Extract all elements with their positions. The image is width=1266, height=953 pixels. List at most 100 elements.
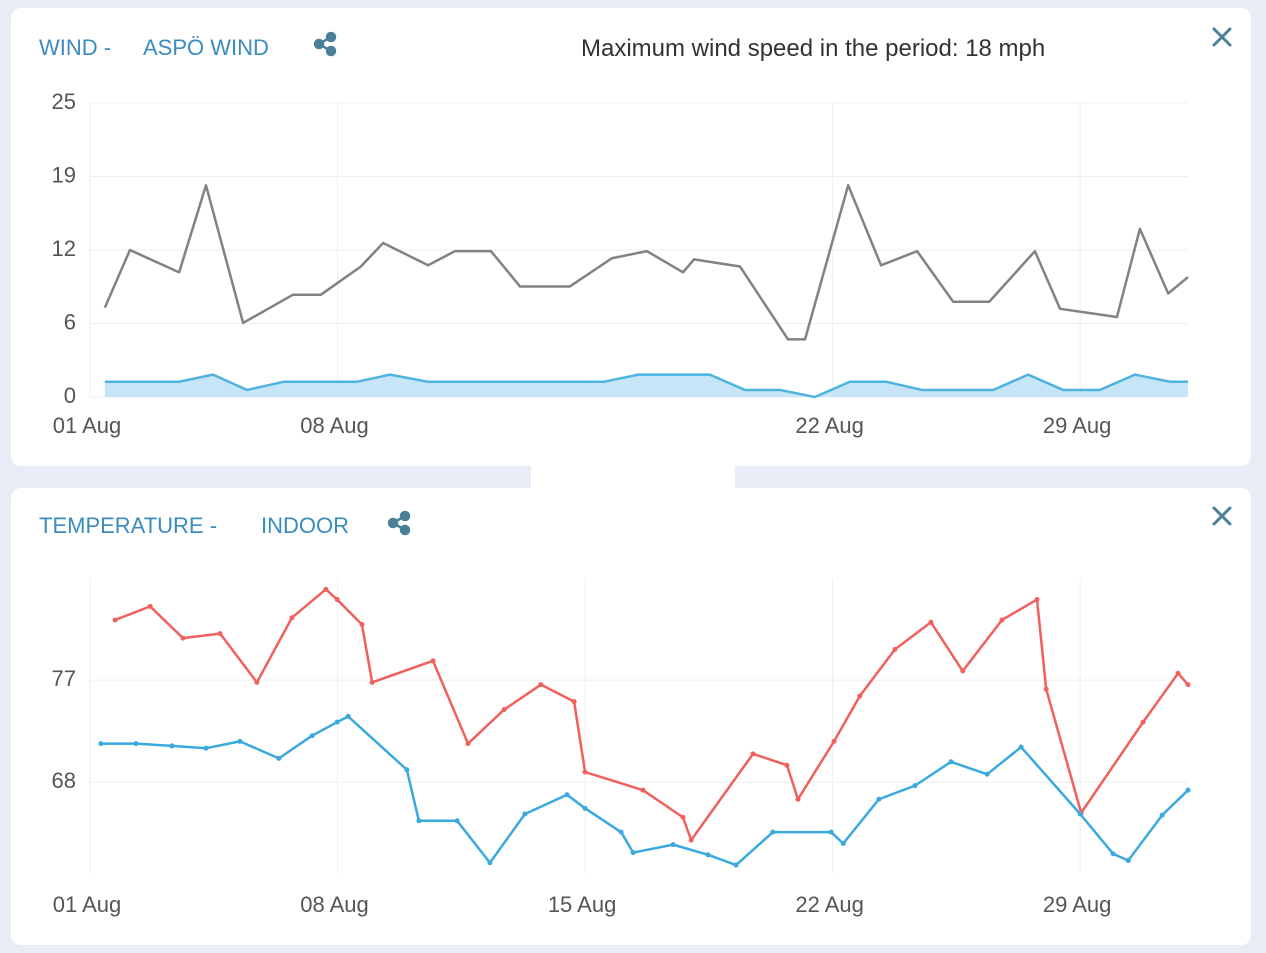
- point: [237, 738, 243, 744]
- x-tick-label: 01 Aug: [53, 413, 122, 438]
- point: [733, 862, 739, 868]
- close-button[interactable]: [1212, 27, 1232, 47]
- share-icon[interactable]: [387, 510, 411, 536]
- device-link[interactable]: INDOOR: [261, 513, 349, 538]
- point: [1175, 670, 1181, 676]
- y-tick-label: 77: [52, 666, 76, 691]
- point: [1185, 787, 1191, 793]
- point: [487, 860, 493, 866]
- temperature-panel: [11, 488, 1251, 945]
- point: [892, 646, 898, 652]
- point: [1018, 744, 1024, 750]
- y-tick-label: 0: [64, 383, 76, 408]
- x-tick-label: 29 Aug: [1043, 892, 1112, 917]
- point: [1159, 812, 1165, 818]
- point: [670, 842, 676, 848]
- point: [640, 787, 646, 793]
- point: [828, 829, 834, 835]
- max-wind-note: Maximum wind speed in the period: 18 mph: [581, 35, 1045, 62]
- point: [254, 679, 260, 685]
- point: [784, 762, 790, 768]
- y-tick-label: 6: [64, 309, 76, 334]
- point: [334, 719, 340, 725]
- panel-title: WIND -: [39, 35, 111, 60]
- point: [618, 829, 624, 835]
- point: [334, 597, 340, 603]
- point: [112, 617, 118, 623]
- point: [147, 603, 153, 609]
- device-link[interactable]: ASPÖ WIND: [143, 35, 269, 60]
- panel-title: TEMPERATURE -: [39, 513, 217, 538]
- point: [1043, 686, 1049, 692]
- point: [404, 767, 410, 773]
- line: [100, 715, 1189, 867]
- point: [180, 635, 186, 641]
- point: [564, 792, 570, 798]
- point: [1125, 858, 1131, 864]
- point: [948, 759, 954, 765]
- point: [1034, 597, 1040, 603]
- share-icon[interactable]: [313, 31, 337, 57]
- point: [1140, 719, 1146, 725]
- point: [369, 679, 375, 685]
- point: [522, 811, 528, 817]
- point: [465, 741, 471, 747]
- point: [857, 693, 863, 699]
- x-tick-label: 01 Aug: [53, 892, 122, 917]
- x-tick-label: 15 Aug: [548, 892, 617, 917]
- point: [680, 814, 686, 820]
- point: [795, 796, 801, 802]
- point: [345, 713, 351, 719]
- y-tick-label: 25: [52, 89, 76, 114]
- point: [876, 796, 882, 802]
- point: [1077, 811, 1083, 817]
- point: [984, 771, 990, 777]
- point: [912, 783, 918, 789]
- point: [630, 850, 636, 856]
- point: [203, 745, 209, 751]
- point: [309, 733, 315, 739]
- point: [582, 805, 588, 811]
- x-tick-label: 22 Aug: [795, 413, 864, 438]
- point: [571, 699, 577, 705]
- y-tick-label: 12: [52, 236, 76, 261]
- wind-panel: [11, 8, 1251, 466]
- line: [114, 588, 1189, 842]
- point: [688, 837, 694, 843]
- point: [98, 741, 104, 747]
- point: [416, 818, 422, 824]
- close-button[interactable]: [1212, 506, 1232, 526]
- point: [1110, 851, 1116, 857]
- point: [538, 682, 544, 688]
- point: [770, 829, 776, 835]
- point: [928, 619, 934, 625]
- point: [999, 617, 1005, 623]
- x-tick-label: 22 Aug: [795, 892, 864, 917]
- point: [217, 631, 223, 637]
- point: [323, 586, 329, 592]
- point: [705, 852, 711, 858]
- x-tick-label: 08 Aug: [300, 892, 369, 917]
- point: [169, 743, 175, 749]
- area: [104, 374, 1188, 397]
- line: [104, 373, 1188, 399]
- point: [430, 658, 436, 664]
- point: [454, 818, 460, 824]
- point: [133, 741, 139, 747]
- point: [750, 751, 756, 757]
- x-tick-label: 29 Aug: [1043, 413, 1112, 438]
- point: [359, 622, 365, 628]
- point: [276, 755, 282, 761]
- point: [582, 769, 588, 775]
- y-tick-label: 19: [52, 162, 76, 187]
- point: [289, 615, 295, 621]
- point: [840, 841, 846, 846]
- point: [960, 668, 966, 674]
- y-tick-label: 68: [52, 768, 76, 793]
- x-tick-label: 08 Aug: [300, 413, 369, 438]
- point: [501, 707, 507, 713]
- point: [831, 738, 837, 744]
- line: [103, 184, 1189, 341]
- point: [1185, 682, 1191, 688]
